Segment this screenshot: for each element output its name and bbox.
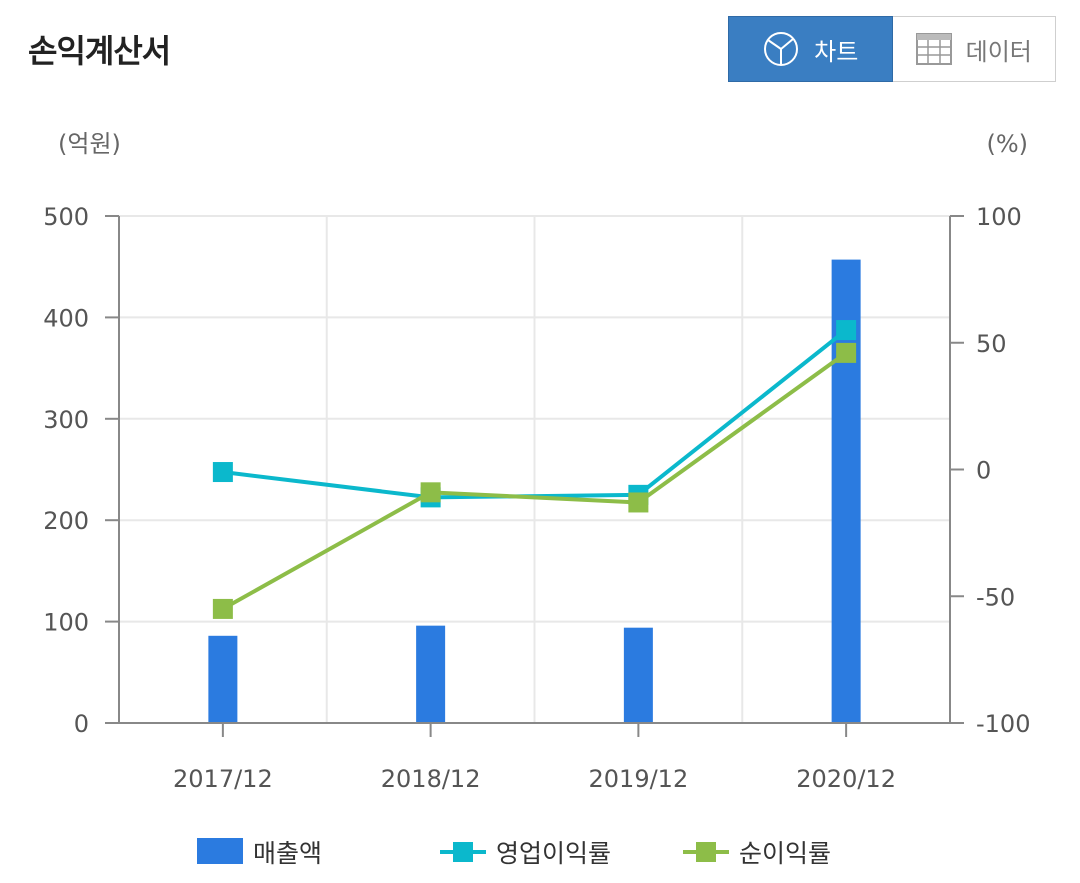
x-axis-tick-label: 2018/12 [381, 765, 481, 793]
left-axis-tick-label: 100 [43, 609, 89, 637]
chart-view-label: 차트 [814, 37, 859, 66]
left-axis-tick-label: 0 [74, 710, 89, 738]
series-2-point-1 [212, 462, 233, 483]
series-line-3 [221, 351, 848, 611]
data-view-label: 데이터 [965, 37, 1032, 66]
x-axis-tick-label: 2019/12 [589, 765, 689, 793]
left-axis-tick-label: 500 [43, 203, 89, 231]
left-axis-tick-label: 200 [43, 507, 89, 535]
legend-swatch-marker [453, 842, 473, 862]
legend-label-1: 매출액 [253, 839, 322, 868]
series-3-point-2 [420, 482, 441, 503]
x-axis-tick-label: 2017/12 [173, 765, 273, 793]
right-axis-tick-label: 100 [976, 203, 1022, 231]
legend-swatch-marker [696, 842, 716, 862]
page-title: 손익계산서 [28, 32, 171, 70]
chart-view-button[interactable]: 차트 [728, 16, 893, 82]
bar-2 [416, 625, 446, 723]
series-3-point-3 [628, 492, 649, 513]
right-axis-tick-label: -50 [976, 583, 1015, 611]
bar-3 [623, 627, 653, 723]
pie-chart-icon [762, 30, 800, 68]
legend-label-2: 영업이익률 [496, 839, 611, 868]
x-axis-tick-label: 2020/12 [796, 765, 896, 793]
view-toggle: 차트 데이터 [728, 16, 1056, 82]
left-axis-tick-label: 400 [43, 304, 89, 332]
series-2-point-4 [836, 320, 857, 341]
series-3-point-1 [212, 598, 233, 619]
right-axis-tick-label: 50 [976, 330, 1007, 358]
right-axis-tick-label: -100 [976, 710, 1030, 738]
table-grid-icon [915, 33, 952, 65]
legend-swatch-bar [197, 838, 243, 864]
series-3-point-4 [836, 342, 857, 363]
left-axis-unit: (억원) [58, 130, 121, 158]
bar-1 [208, 635, 238, 723]
right-axis-unit: (%) [986, 130, 1028, 158]
left-axis-tick-label: 300 [43, 406, 89, 434]
data-view-button[interactable]: 데이터 [892, 16, 1056, 82]
legend-label-3: 순이익률 [739, 839, 831, 868]
right-axis-tick-label: 0 [976, 457, 991, 485]
